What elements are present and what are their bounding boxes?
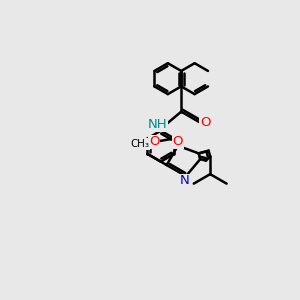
Text: O: O bbox=[149, 135, 159, 148]
Text: O: O bbox=[200, 116, 210, 129]
Text: CH₃: CH₃ bbox=[130, 139, 149, 149]
Text: N: N bbox=[180, 174, 189, 188]
Text: NH: NH bbox=[147, 118, 167, 131]
Text: O: O bbox=[172, 135, 183, 148]
